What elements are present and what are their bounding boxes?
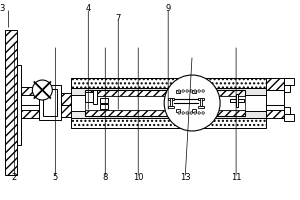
Bar <box>266 105 284 110</box>
Bar <box>85 92 93 102</box>
Bar <box>100 104 108 109</box>
Bar <box>266 90 284 105</box>
Circle shape <box>194 90 196 92</box>
Bar <box>198 98 204 100</box>
Bar <box>284 78 294 85</box>
Circle shape <box>182 112 184 114</box>
Bar <box>61 93 71 105</box>
Bar <box>284 85 290 92</box>
Bar <box>176 90 180 93</box>
Bar <box>71 118 266 128</box>
Bar <box>71 111 266 118</box>
Bar <box>192 90 196 93</box>
Circle shape <box>190 90 192 92</box>
Bar <box>43 89 57 116</box>
Text: 3: 3 <box>0 4 5 13</box>
Bar <box>85 90 245 96</box>
Circle shape <box>164 75 220 131</box>
Text: 9: 9 <box>166 4 171 13</box>
Bar <box>71 88 266 95</box>
Text: 11: 11 <box>231 173 241 182</box>
Bar <box>192 109 196 112</box>
Bar <box>168 98 174 100</box>
Bar <box>266 78 284 90</box>
Circle shape <box>198 90 200 92</box>
Bar <box>168 106 174 108</box>
Circle shape <box>182 90 184 92</box>
Bar <box>200 98 202 106</box>
Circle shape <box>202 90 204 92</box>
Bar <box>21 93 39 105</box>
Bar <box>93 90 97 104</box>
Bar <box>21 105 39 117</box>
Bar <box>61 105 71 117</box>
Bar <box>21 87 39 95</box>
Bar <box>236 94 238 107</box>
Circle shape <box>190 112 192 114</box>
Text: 4: 4 <box>86 4 91 13</box>
Text: 13: 13 <box>180 173 190 182</box>
Bar <box>5 30 17 175</box>
Bar <box>39 85 61 120</box>
Circle shape <box>194 112 196 114</box>
Bar <box>230 99 244 102</box>
Text: 2: 2 <box>12 173 17 182</box>
Bar <box>176 109 180 112</box>
Text: 10: 10 <box>133 173 143 182</box>
Bar <box>284 114 294 121</box>
Bar <box>198 106 204 108</box>
Bar <box>85 96 245 110</box>
Bar <box>71 78 266 88</box>
Bar <box>17 65 21 145</box>
Circle shape <box>186 112 188 114</box>
Bar <box>85 110 245 116</box>
Bar <box>21 110 39 118</box>
Circle shape <box>202 112 204 114</box>
Text: 7: 7 <box>116 14 121 23</box>
Circle shape <box>32 80 52 100</box>
Bar <box>170 98 172 106</box>
Circle shape <box>198 112 200 114</box>
Bar <box>100 98 108 103</box>
Text: 8: 8 <box>103 173 108 182</box>
Bar <box>266 106 284 118</box>
Circle shape <box>186 90 188 92</box>
Bar <box>284 107 290 114</box>
Text: 5: 5 <box>53 173 58 182</box>
Circle shape <box>178 112 180 114</box>
Circle shape <box>178 90 180 92</box>
